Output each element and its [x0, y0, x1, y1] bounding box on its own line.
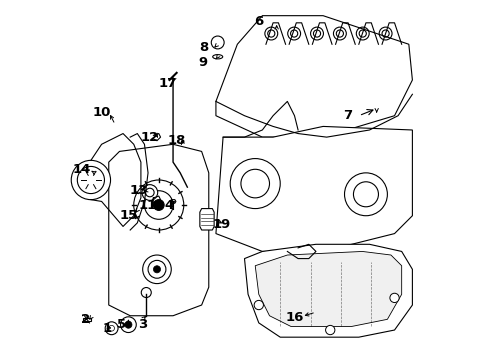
- Text: 4: 4: [164, 198, 174, 212]
- Ellipse shape: [212, 55, 222, 59]
- Circle shape: [325, 325, 334, 335]
- Polygon shape: [244, 244, 411, 337]
- Text: 13: 13: [130, 184, 148, 197]
- Text: 16: 16: [285, 311, 303, 324]
- Text: 12: 12: [141, 131, 159, 144]
- Circle shape: [121, 317, 136, 333]
- Circle shape: [142, 255, 171, 284]
- Circle shape: [153, 266, 160, 273]
- Circle shape: [153, 200, 164, 210]
- Circle shape: [389, 293, 398, 302]
- Polygon shape: [255, 251, 401, 327]
- Text: 11: 11: [139, 198, 157, 212]
- Polygon shape: [216, 16, 411, 137]
- Text: 19: 19: [212, 218, 230, 231]
- Text: 3: 3: [138, 318, 147, 331]
- Circle shape: [344, 173, 386, 216]
- Circle shape: [142, 185, 157, 201]
- Text: 18: 18: [167, 134, 185, 147]
- Text: 6: 6: [254, 14, 263, 27]
- Text: 1: 1: [102, 322, 111, 335]
- Text: 5: 5: [117, 318, 125, 331]
- Circle shape: [254, 300, 263, 310]
- Circle shape: [124, 321, 132, 328]
- Text: 14: 14: [73, 163, 91, 176]
- Circle shape: [105, 322, 118, 335]
- Text: 9: 9: [199, 55, 207, 69]
- Circle shape: [211, 36, 224, 49]
- Bar: [83, 318, 91, 321]
- Text: 8: 8: [199, 41, 207, 54]
- Text: 15: 15: [119, 209, 137, 222]
- Text: 17: 17: [158, 77, 177, 90]
- Text: 2: 2: [81, 313, 90, 326]
- Circle shape: [134, 180, 183, 230]
- Text: 7: 7: [343, 109, 352, 122]
- Circle shape: [230, 158, 280, 208]
- Polygon shape: [200, 208, 214, 230]
- Circle shape: [141, 288, 151, 297]
- Text: 10: 10: [92, 105, 111, 119]
- Polygon shape: [108, 144, 208, 316]
- Polygon shape: [216, 126, 411, 251]
- Circle shape: [71, 160, 110, 200]
